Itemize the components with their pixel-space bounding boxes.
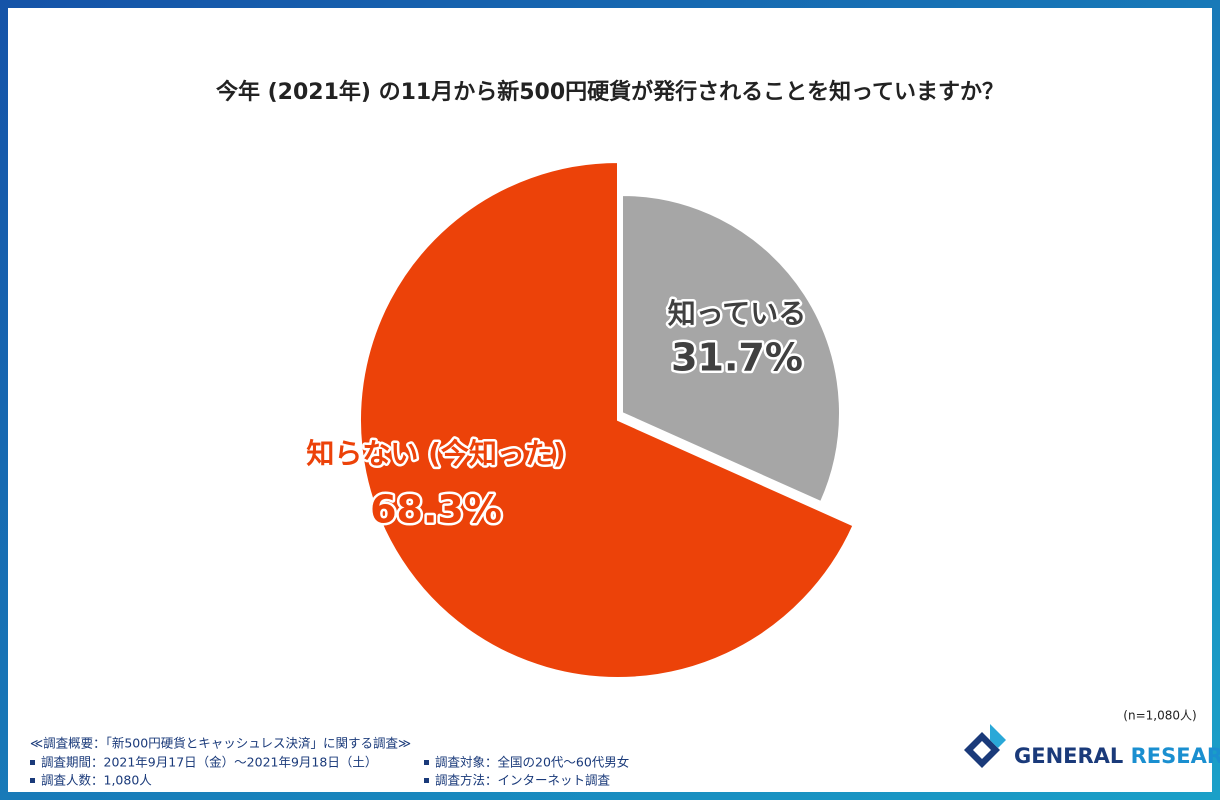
survey-item: 調査人数：1,080人 bbox=[41, 773, 152, 788]
logo-first: GENERAL bbox=[1014, 744, 1123, 768]
bullet bbox=[30, 778, 35, 783]
slice-label: 知らない (今知った) bbox=[306, 437, 565, 470]
survey-item: 調査対象：全国の20代～60代男女 bbox=[435, 755, 629, 770]
slice-label: 知っている bbox=[668, 297, 807, 330]
pie-slice bbox=[359, 160, 855, 679]
value-label: 68.3% bbox=[370, 488, 502, 532]
bullet bbox=[424, 778, 429, 783]
chart-title: 今年 (2021年) の11月から新500円硬貨が発行されることを知っていますか… bbox=[216, 79, 1004, 105]
logo-second: RESEARCH bbox=[1131, 744, 1220, 768]
pie: 知っている 31.7% 知らない (今知った) 68.3% bbox=[304, 160, 855, 679]
bullet bbox=[30, 760, 35, 765]
survey-item: 調査期間：2021年9月17日（金）～2021年9月18日（土） bbox=[41, 755, 377, 770]
logo-mark bbox=[964, 724, 1006, 768]
survey-heading: ≪調査概要：「新500円硬貨とキャッシュレス決済」に関する調査≫ bbox=[30, 736, 411, 751]
value-label: 31.7% bbox=[671, 336, 803, 380]
sample-note: (n=1,080人) bbox=[1123, 709, 1196, 723]
bullet bbox=[424, 760, 429, 765]
logo-text: GENERAL RESEARCH bbox=[1014, 744, 1220, 768]
pie-slice bbox=[621, 193, 841, 504]
survey-item: 調査方法：インターネット調査 bbox=[435, 773, 611, 788]
